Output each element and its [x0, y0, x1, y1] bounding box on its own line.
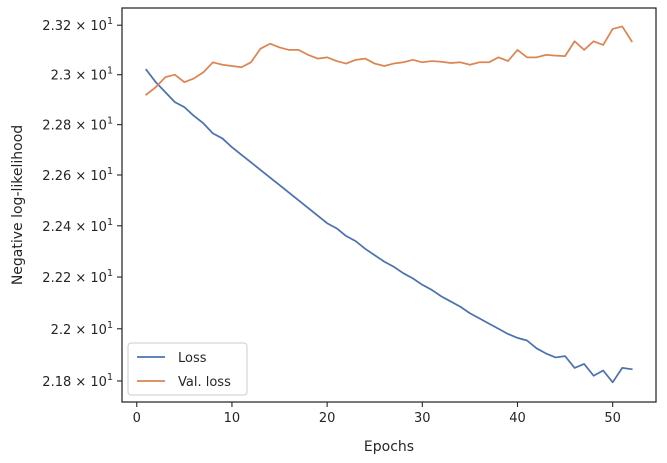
x-tick-label: 20 [319, 411, 336, 426]
y-tick-label: 2.18 × 101 [42, 372, 113, 390]
plot-area [145, 25, 633, 384]
y-axis-label: Negative log-likelihood [10, 125, 26, 285]
y-axis-ticks: 2.18 × 101 2.2 × 101 2.22 × 101 2.24 × 101 2… [42, 16, 122, 390]
y-tick-label: 2.28 × 101 [42, 116, 113, 134]
x-tick-label: 30 [414, 411, 431, 426]
x-tick-label: 10 [224, 411, 241, 426]
y-tick-label: 2.22 × 101 [42, 268, 113, 286]
x-tick-label: 0 [133, 411, 141, 426]
y-tick-label: 2.32 × 101 [42, 16, 113, 34]
legend-label-loss: Loss [178, 351, 207, 366]
y-tick-label: 2.26 × 101 [42, 166, 113, 184]
y-tick-label: 2.2 × 101 [51, 320, 113, 338]
x-axis-ticks: 0 10 20 30 40 50 [133, 402, 621, 426]
x-axis-label: Epochs [364, 439, 414, 455]
x-tick-label: 40 [509, 411, 526, 426]
axes-frame [121, 7, 657, 403]
y-tick-label: 2.3 × 101 [51, 66, 113, 84]
y-tick-label: 2.24 × 101 [42, 217, 113, 235]
legend-label-val-loss: Val. loss [178, 375, 231, 390]
series-line-loss [145, 68, 633, 384]
legend-box [127, 342, 248, 396]
legend: Loss Val. loss [127, 342, 248, 396]
series-line-val-loss [145, 25, 633, 96]
x-tick-label: 50 [604, 411, 621, 426]
